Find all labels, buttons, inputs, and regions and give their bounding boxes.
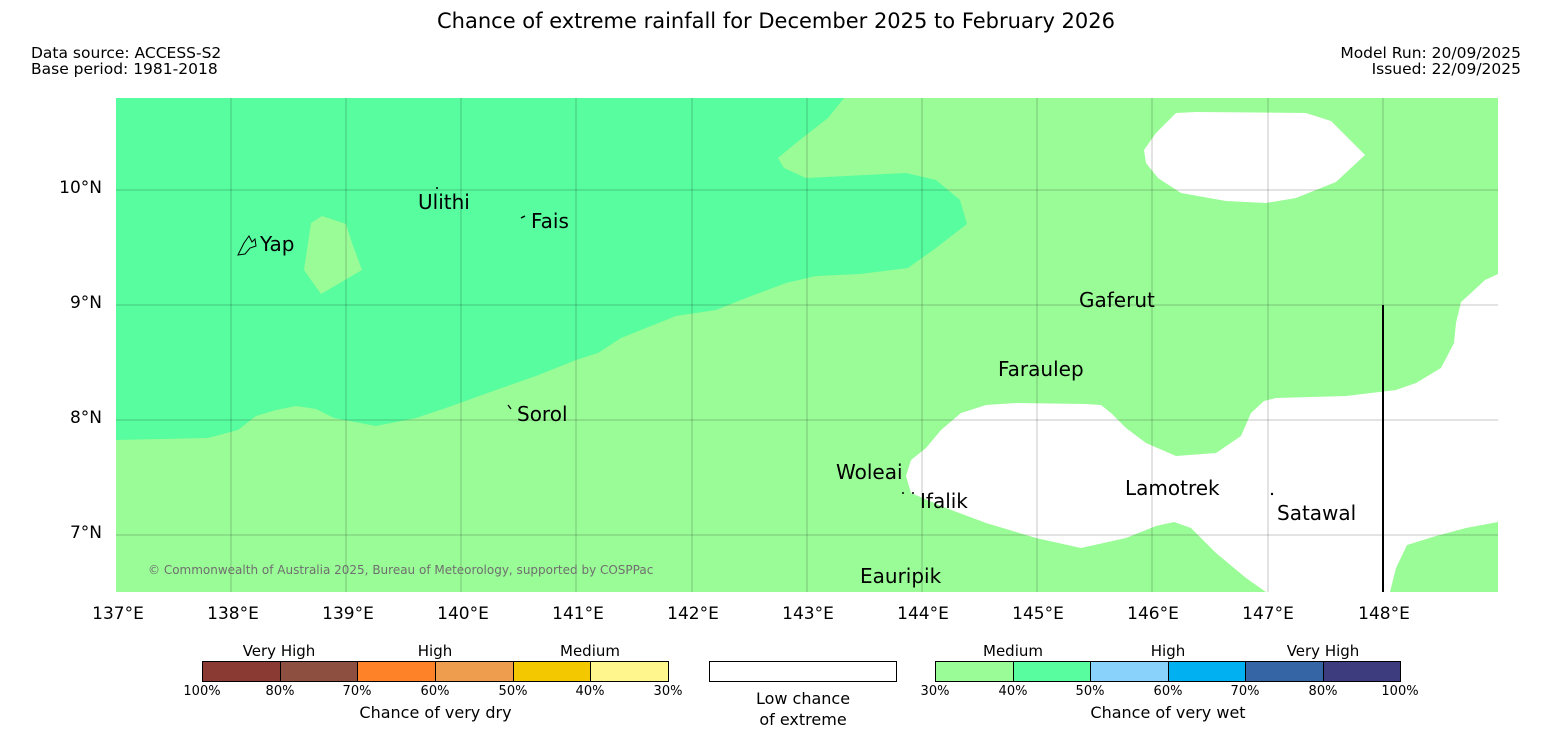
- region-medium-patch: [304, 216, 362, 294]
- place-label-ifalik[interactable]: Ifalik: [920, 489, 968, 513]
- lon-label-142e: 142°E: [667, 604, 719, 624]
- data-source: Data source: ACCESS-S2: [31, 44, 222, 62]
- ulithi-island: [436, 187, 438, 189]
- map-title: Chance of extreme rainfall for December …: [437, 9, 1115, 33]
- place-label-sorol[interactable]: Sorol: [517, 402, 568, 426]
- rainfall-map[interactable]: [116, 98, 1498, 592]
- lon-label-140e: 140°E: [437, 604, 489, 624]
- dry-cat-very-high: Very High: [242, 642, 316, 660]
- place-label-lamotrek[interactable]: Lamotrek: [1125, 476, 1220, 500]
- dry-swatch-1: [203, 662, 281, 681]
- lon-label-146e: 146°E: [1127, 604, 1179, 624]
- map-gridlines: [116, 98, 1498, 592]
- dry-swatch-4: [436, 662, 514, 681]
- dry-colorbar: [202, 661, 669, 682]
- yap-island-outline: [237, 235, 257, 256]
- wet-swatch-5: [1246, 662, 1324, 681]
- metadata-right: Model Run: 20/09/2025 Issued: 22/09/2025: [1340, 45, 1521, 77]
- wet-tick: 100%: [1381, 684, 1419, 699]
- lon-label-147e: 147°E: [1242, 604, 1294, 624]
- place-label-fais[interactable]: Fais: [531, 209, 569, 233]
- place-label-yap[interactable]: Yap: [260, 232, 295, 256]
- map-svg: [116, 98, 1498, 592]
- dry-tick: 30%: [653, 684, 683, 699]
- dry-legend-caption: Chance of very dry: [359, 703, 512, 722]
- dry-cat-medium: Medium: [560, 642, 620, 660]
- lon-label-141e: 141°E: [552, 604, 604, 624]
- place-label-satawal[interactable]: Satawal: [1277, 501, 1357, 525]
- lon-label-139e: 139°E: [322, 604, 374, 624]
- dry-swatch-5: [513, 662, 592, 681]
- wet-swatch-2: [1013, 662, 1091, 681]
- place-label-ulithi[interactable]: Ulithi: [418, 190, 470, 214]
- lat-label-10n: 10°N: [59, 178, 102, 198]
- wet-cat-very-high: Very High: [1286, 642, 1360, 660]
- dry-tick: 40%: [575, 684, 605, 699]
- place-label-woleai[interactable]: Woleai: [836, 460, 903, 484]
- wet-tick: 50%: [1075, 684, 1105, 699]
- place-label-gaferut[interactable]: Gaferut: [1079, 288, 1155, 312]
- lat-label-9n: 9°N: [69, 293, 102, 313]
- satawal-island: [1270, 492, 1274, 496]
- lat-label-7n: 7°N: [69, 523, 102, 543]
- low-chance-line2: of extreme: [759, 710, 847, 729]
- wet-tick: 40%: [998, 684, 1028, 699]
- low-chance-swatch: [709, 661, 897, 682]
- dry-tick: 80%: [265, 684, 295, 699]
- lon-label-145e: 145°E: [1012, 604, 1064, 624]
- issued-date: Issued: 22/09/2025: [1371, 60, 1521, 78]
- sorol-island: [507, 404, 512, 410]
- wet-tick: 60%: [1153, 684, 1183, 699]
- dry-tick: 70%: [342, 684, 372, 699]
- place-label-faraulep[interactable]: Faraulep: [998, 357, 1084, 381]
- wet-cat-medium: Medium: [983, 642, 1043, 660]
- model-run: Model Run: 20/09/2025: [1340, 44, 1521, 62]
- wet-tick: 80%: [1308, 684, 1338, 699]
- dry-tick: 50%: [498, 684, 528, 699]
- region-medium-east-strip: [1390, 522, 1498, 592]
- dry-swatch-3: [358, 662, 437, 681]
- region-low-chance-north: [1144, 112, 1365, 203]
- fais-island: [520, 215, 526, 219]
- place-label-eauripik[interactable]: Eauripik: [860, 564, 942, 588]
- dry-swatch-2: [280, 662, 359, 681]
- wet-cat-high: High: [1150, 642, 1186, 660]
- wet-swatch-4: [1168, 662, 1246, 681]
- low-chance-caption: Low chance of extreme: [709, 688, 897, 730]
- dry-swatch-6: [591, 662, 669, 681]
- dry-tick: 100%: [183, 684, 221, 699]
- wet-legend-caption: Chance of very wet: [1090, 703, 1246, 722]
- lon-label-143e: 143°E: [782, 604, 834, 624]
- lon-label-138e: 138°E: [207, 604, 259, 624]
- low-chance-line1: Low chance: [755, 689, 851, 708]
- copyright-notice: © Commonwealth of Australia 2025, Bureau…: [148, 563, 654, 577]
- lon-label-148e: 148°E: [1358, 604, 1410, 624]
- wet-tick: 70%: [1230, 684, 1260, 699]
- lon-label-144e: 144°E: [897, 604, 949, 624]
- lon-label-137e: 137°E: [92, 604, 144, 624]
- wet-swatch-3: [1091, 662, 1169, 681]
- lat-label-8n: 8°N: [69, 408, 102, 428]
- wet-swatch-6: [1323, 662, 1400, 681]
- wet-tick: 30%: [920, 684, 950, 699]
- base-period: Base period: 1981-2018: [31, 60, 218, 78]
- metadata-left: Data source: ACCESS-S2 Base period: 1981…: [31, 45, 221, 77]
- region-low-chance-south: [906, 274, 1498, 592]
- ifalik-island-b: [912, 492, 914, 494]
- wet-swatch-1: [936, 662, 1014, 681]
- ifalik-island-a: [902, 492, 904, 494]
- region-high-wet: [116, 98, 967, 440]
- dry-cat-high: High: [417, 642, 453, 660]
- dry-tick: 60%: [420, 684, 450, 699]
- wet-colorbar: [935, 661, 1401, 682]
